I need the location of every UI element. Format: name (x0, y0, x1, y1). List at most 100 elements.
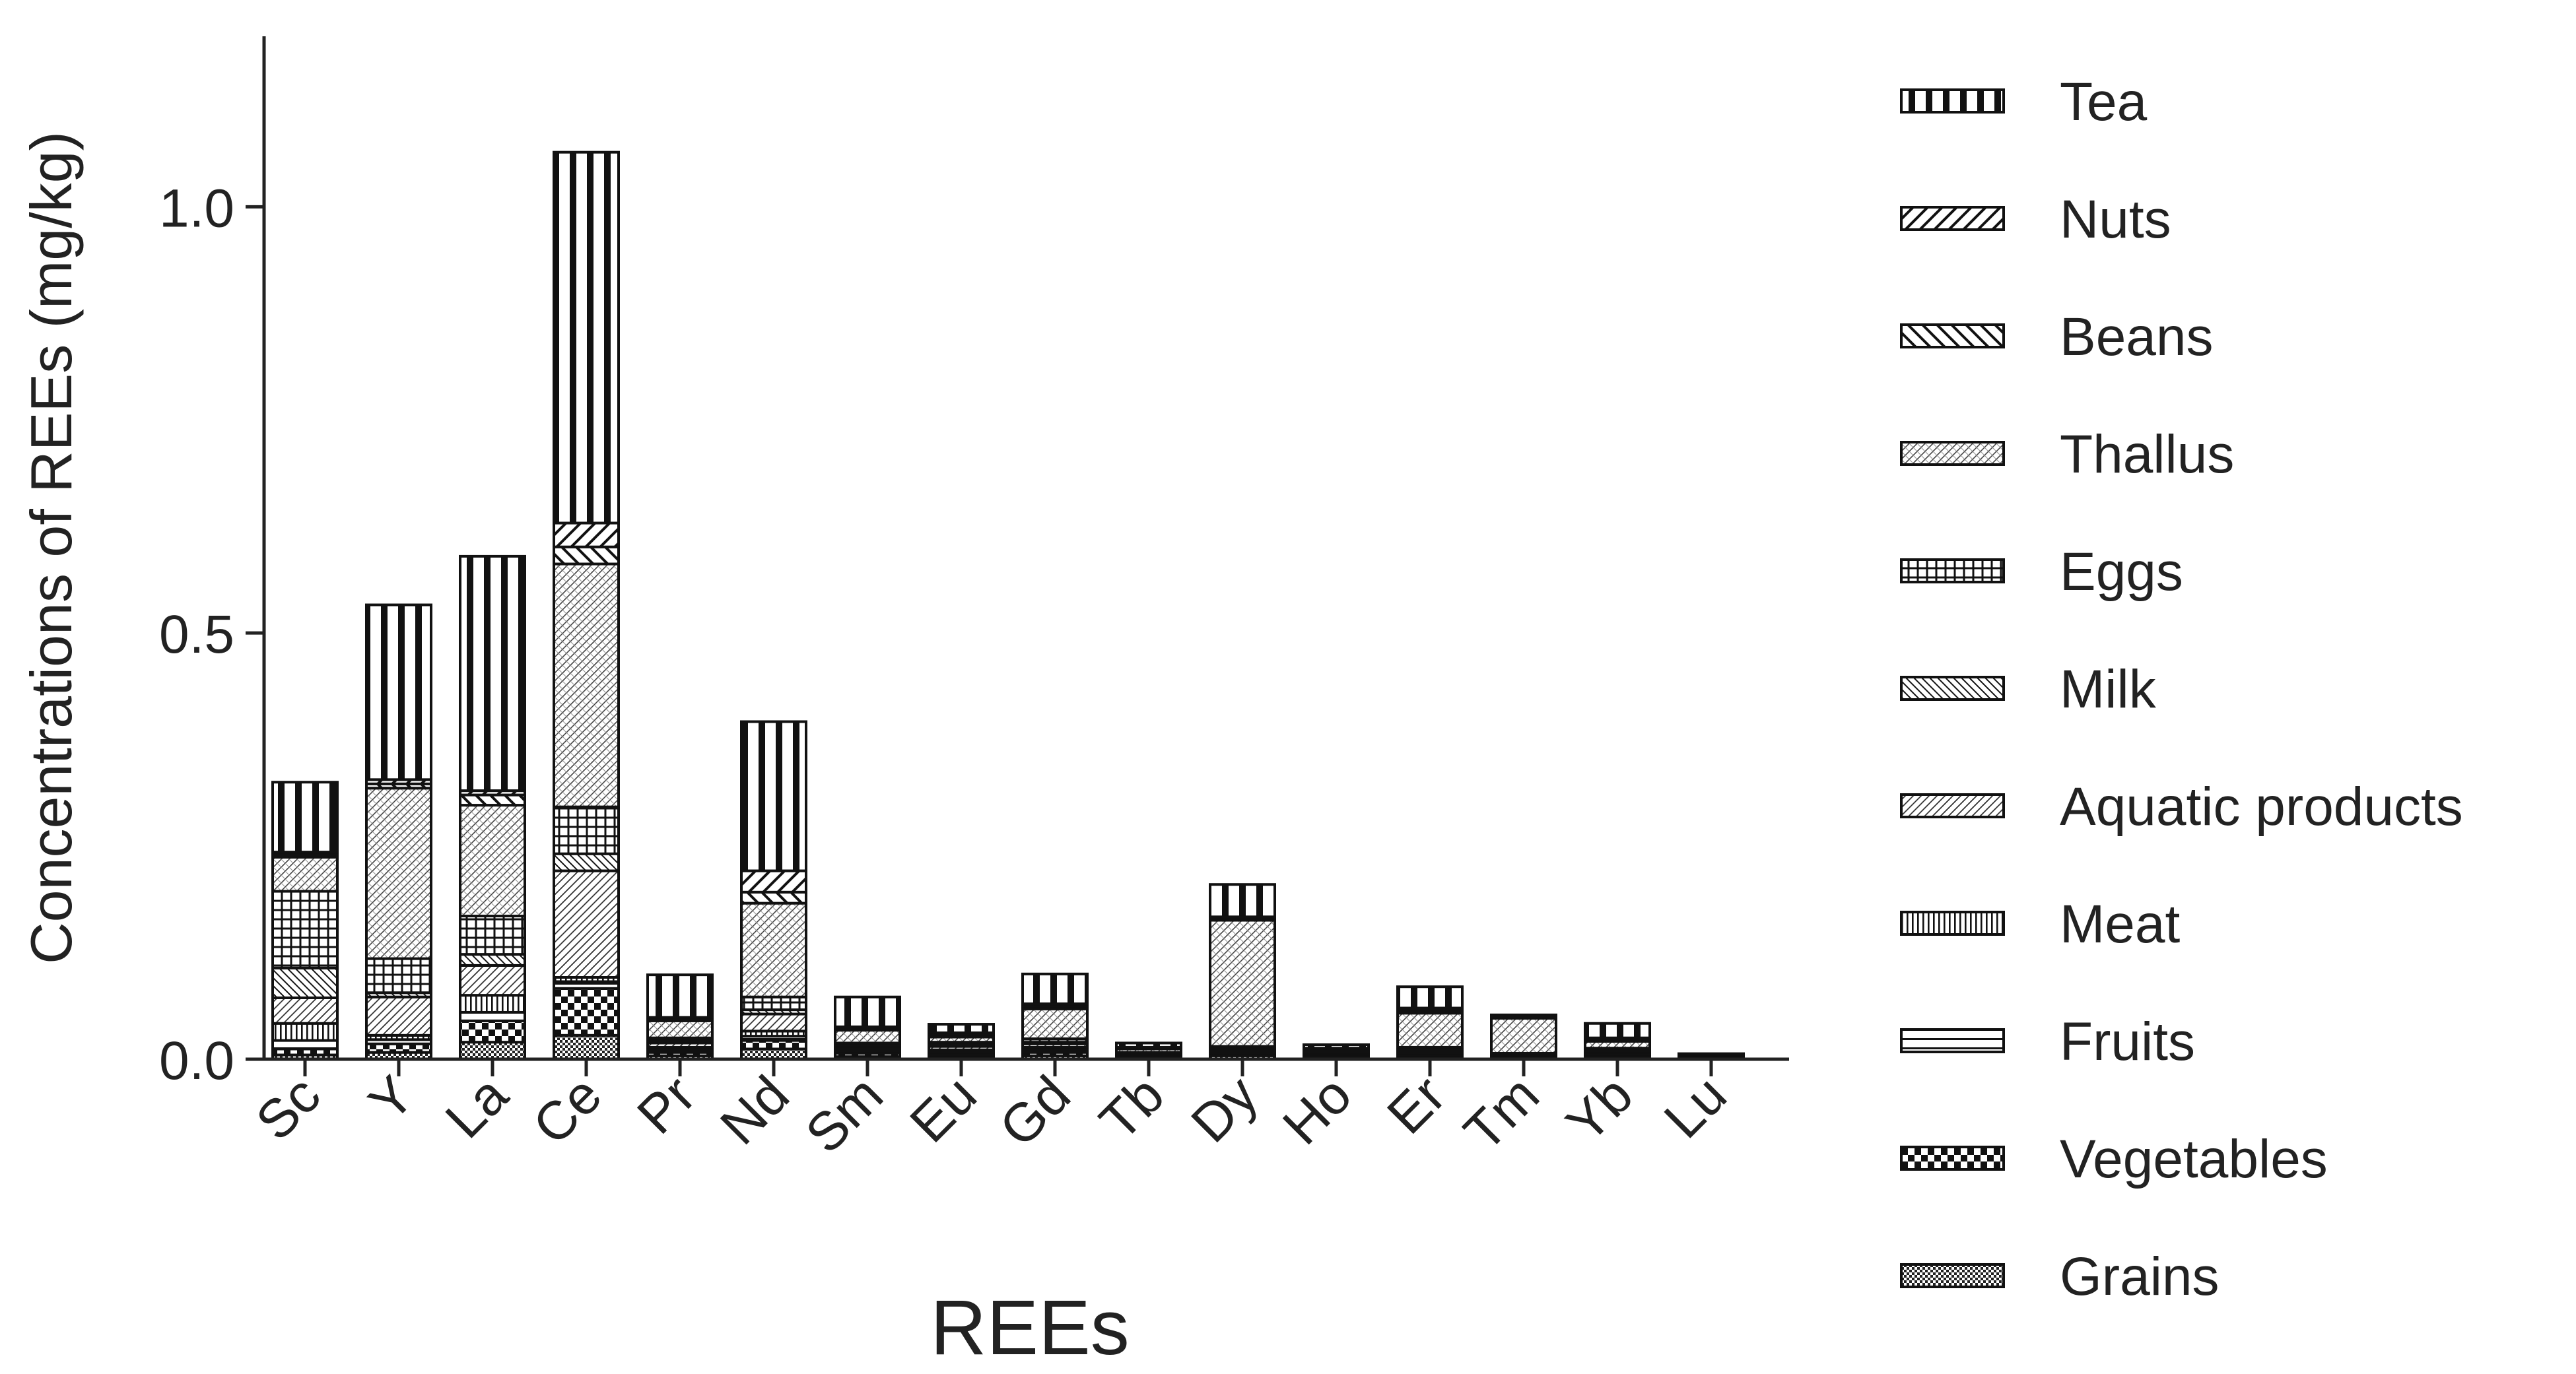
bar-stack-y (365, 603, 432, 1061)
bar-stack-la (459, 554, 526, 1061)
legend-label: Tea (2060, 72, 2148, 132)
bar-segment-yb-tea (1584, 1022, 1651, 1039)
bars-layer (271, 150, 1745, 1061)
x-tick-label: Gd (988, 1064, 1082, 1158)
legend-swatch-vegetables (1900, 1146, 2005, 1171)
bar-segment-sc-eggs (271, 890, 339, 969)
bar-segment-tb-tea (1115, 1041, 1182, 1049)
y-tick-label: 0.5 (159, 605, 234, 665)
bar-segment-pr-thallus (646, 1019, 714, 1039)
bar-segment-nd-nuts (740, 869, 807, 894)
bar-stack-tb (1115, 1041, 1182, 1061)
legend-label: Grains (2060, 1247, 2220, 1307)
bar-segment-la-meat (459, 994, 526, 1014)
bar-segment-gd-tea (1021, 972, 1089, 1006)
x-tick-label: Pr (626, 1064, 706, 1145)
bar-segment-nd-aquatic-products (740, 1012, 807, 1033)
bar-stack-pr (646, 973, 714, 1061)
legend-item-grains: Grains (1900, 1247, 2220, 1307)
legend-label: Beans (2060, 307, 2214, 367)
legend-item-milk: Milk (1900, 659, 2157, 719)
legend-swatch-nuts (1900, 206, 2005, 231)
legend-item-aquatic-products: Aquatic products (1900, 777, 2463, 837)
bar-segment-y-tea (365, 603, 432, 781)
legend-item-tea: Tea (1900, 72, 2148, 132)
bar-stack-yb (1584, 1022, 1651, 1061)
legend-label: Meat (2060, 894, 2181, 954)
x-tick-label: Er (1376, 1064, 1456, 1145)
bar-segment-la-milk (459, 953, 526, 967)
bar-segment-eu-tea (928, 1023, 995, 1034)
bar-segment-ce-eggs (553, 805, 620, 855)
legend-swatch-aquatic-products (1900, 793, 2005, 818)
legend-label: Eggs (2060, 542, 2183, 602)
legend-label: Vegetables (2060, 1129, 2328, 1189)
legend-item-meat: Meat (1900, 894, 2181, 954)
legend-swatch-eggs (1900, 558, 2005, 583)
legend-item-nuts: Nuts (1900, 189, 2171, 249)
x-tick-label: Dy (1180, 1064, 1270, 1154)
x-tick-label: Ce (522, 1064, 613, 1156)
bar-segment-dy-thallus (1209, 919, 1276, 1048)
bar-segment-sc-milk (271, 966, 339, 999)
legend-label: Milk (2060, 659, 2157, 719)
bar-segment-y-thallus (365, 787, 432, 960)
bar-segment-ce-aquatic-products (553, 869, 620, 979)
legend-label: Fruits (2060, 1012, 2195, 1072)
bar-segment-sc-aquatic-products (271, 997, 339, 1025)
legend-swatch-grains (1900, 1263, 2005, 1288)
bar-segment-nd-eggs (740, 995, 807, 1012)
bar-segment-tm-thallus (1490, 1017, 1557, 1055)
legend: Tea Nuts Beans Thallus Eggs Milk Aquatic produ… (1900, 72, 2463, 1307)
bar-segment-sc-meat (271, 1022, 339, 1042)
bar-segment-ce-beans (553, 545, 620, 566)
y-tick-label: 1.0 (159, 178, 234, 238)
legend-swatch-tea (1900, 88, 2005, 114)
bar-stack-gd (1021, 972, 1089, 1061)
bar-segment-sc-thallus (271, 855, 339, 893)
bar-stack-sm (834, 995, 901, 1061)
bar-segment-tm-tea (1490, 1013, 1557, 1018)
bar-segment-ce-grains (553, 1033, 620, 1061)
x-tick-label: La (434, 1064, 520, 1150)
x-tick-label: Tb (1089, 1064, 1176, 1152)
bar-stack-dy (1209, 883, 1276, 1061)
legend-label: Aquatic products (2060, 777, 2463, 837)
bar-stack-sc (271, 781, 339, 1061)
bar-segment-sm-tea (834, 995, 901, 1028)
x-tick-label: Yb (1555, 1064, 1644, 1154)
bar-stack-ce (553, 150, 620, 1061)
bar-stack-eu (928, 1023, 995, 1061)
bar-segment-ce-tea (553, 150, 620, 525)
bar-segment-gd-thallus (1021, 1007, 1089, 1040)
x-tick-label: Tm (1453, 1064, 1551, 1162)
legend-item-eggs: Eggs (1900, 542, 2183, 602)
legend-item-thallus: Thallus (1900, 424, 2234, 484)
bar-segment-ho-tea (1303, 1043, 1370, 1050)
legend-item-fruits: Fruits (1900, 1012, 2195, 1072)
bar-segment-er-thallus (1396, 1012, 1464, 1049)
legend-label: Thallus (2060, 424, 2234, 484)
bar-segment-nd-beans (740, 890, 807, 905)
legend-swatch-fruits (1900, 1028, 2005, 1053)
x-tick-label: Ho (1271, 1064, 1363, 1156)
bar-segment-la-beans (459, 793, 526, 807)
bar-segment-pr-tea (646, 973, 714, 1019)
x-tick-label: Sc (245, 1064, 332, 1152)
legend-item-vegetables: Vegetables (1900, 1129, 2328, 1189)
x-axis-title: REEs (930, 1284, 1130, 1371)
bar-segment-la-grains (459, 1041, 526, 1061)
y-tick-label: 0.0 (159, 1031, 234, 1091)
bar-segment-lu-tea (1678, 1052, 1745, 1056)
x-tick-label: Nd (709, 1064, 800, 1156)
bar-stack-er (1396, 985, 1464, 1061)
bar-stack-nd (740, 720, 807, 1061)
bar-segment-dy-tea (1209, 883, 1276, 919)
bar-segment-la-eggs (459, 915, 526, 956)
bar-segment-sm-thallus (834, 1029, 901, 1045)
bar-segment-la-aquatic-products (459, 964, 526, 997)
bar-segment-y-aquatic-products (365, 995, 432, 1037)
x-tick-label: Lu (1653, 1064, 1738, 1150)
